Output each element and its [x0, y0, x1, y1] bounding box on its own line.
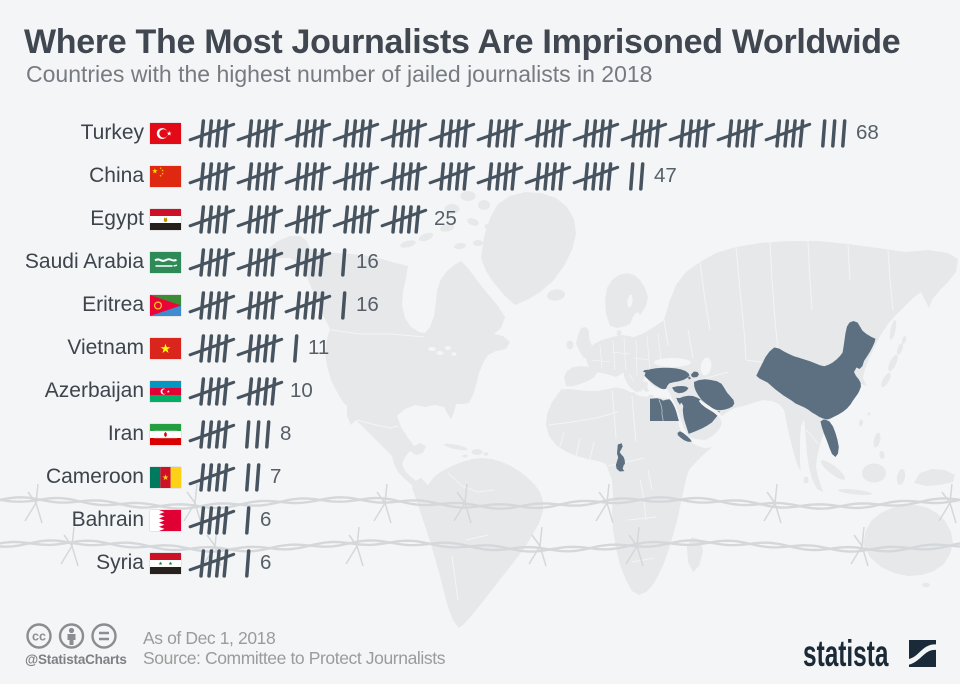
svg-text:statista: statista — [803, 634, 889, 672]
svg-text:cc: cc — [32, 630, 46, 644]
